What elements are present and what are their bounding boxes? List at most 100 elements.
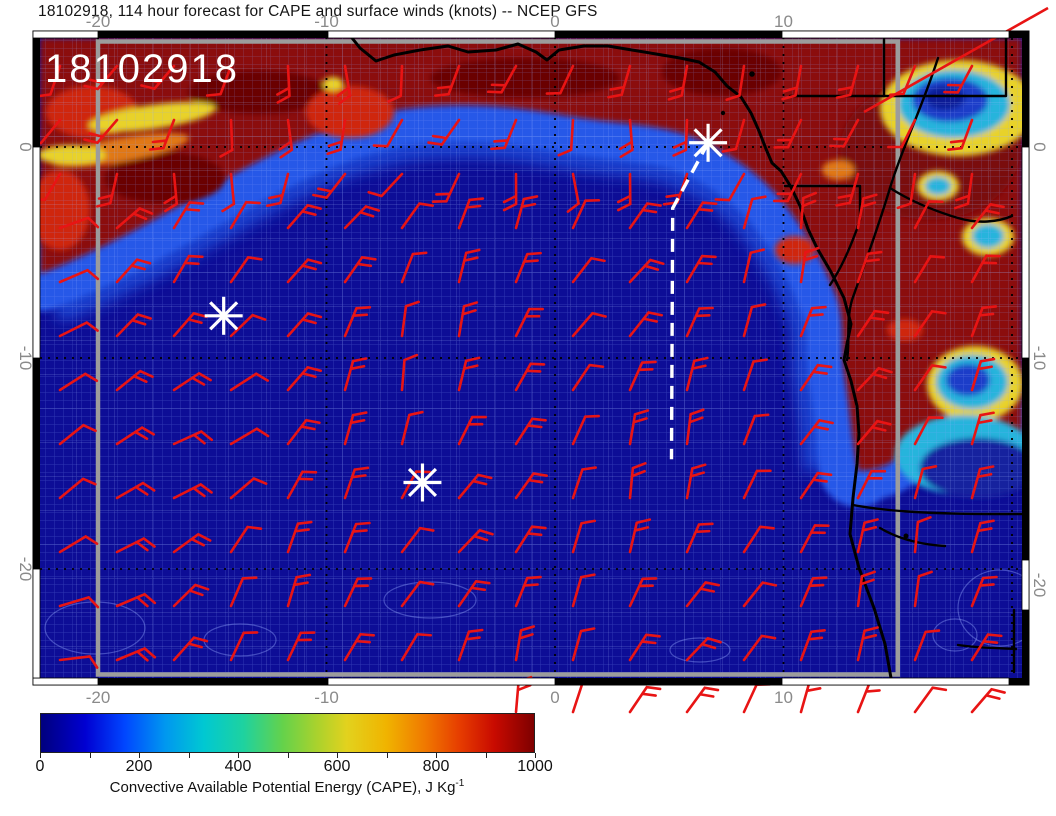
colorbar-caption-text: Convective Available Potential Energy (C… — [109, 779, 456, 796]
wind-barb — [58, 268, 100, 284]
axis-tick-label: 0 — [16, 142, 35, 152]
wind-barb — [514, 575, 542, 608]
colorbar-tick-label: 800 — [422, 758, 450, 775]
wind-barb — [913, 255, 946, 284]
wind-barb — [229, 256, 263, 284]
colorbar-tick-label: 200 — [125, 758, 153, 775]
wind-barb — [571, 311, 607, 338]
wind-barb — [856, 570, 876, 608]
wind-barb — [229, 525, 263, 554]
colorbar-minor-tick — [386, 753, 388, 758]
wind-barb — [943, 64, 974, 94]
wind-barb — [913, 570, 933, 608]
wind-barb — [835, 172, 860, 207]
wind-barb — [628, 685, 662, 714]
wind-barb — [896, 172, 917, 210]
wind-barb — [58, 596, 100, 609]
wind-barb — [685, 636, 722, 662]
axis-tick-label: -20 — [85, 12, 111, 31]
wind-barb — [343, 306, 372, 338]
wind-barb — [457, 248, 481, 284]
wind-barb — [265, 172, 290, 208]
wind-barb — [115, 537, 156, 554]
wind-barb — [427, 118, 461, 146]
wind-barb — [372, 118, 404, 148]
wind-barb — [514, 362, 546, 392]
wind-barb — [667, 64, 689, 101]
colorbar-gradient — [40, 713, 535, 753]
wind-barb — [685, 581, 721, 608]
axis-tick-label: 0 — [1030, 142, 1049, 152]
axis-tick-label: -20 — [1030, 572, 1049, 598]
wind-barb — [685, 686, 720, 714]
wind-barb — [172, 254, 204, 284]
wind-barb — [286, 366, 323, 392]
wind-barb — [172, 312, 208, 338]
wind-barb — [229, 477, 268, 500]
wind-barb — [571, 519, 597, 554]
wind-barb — [887, 118, 917, 149]
axis-tick-label: -10 — [1030, 345, 1049, 371]
wind-barb — [799, 471, 833, 500]
wind-barb — [387, 64, 404, 103]
wind-barb — [457, 415, 488, 446]
wind-barb — [457, 301, 479, 338]
wind-barb — [400, 580, 435, 608]
wind-barb — [628, 462, 647, 500]
wind-barb — [514, 625, 536, 662]
wind-barb — [628, 258, 665, 284]
wind-barbs — [40, 64, 1005, 669]
wind-barb — [742, 303, 767, 338]
wind-barb — [913, 200, 944, 230]
wind-barb — [685, 306, 714, 338]
wind-barb — [714, 172, 746, 202]
wind-barb — [400, 410, 424, 446]
wind-barb — [457, 356, 481, 392]
wind-barb — [343, 577, 373, 608]
wind-barb — [742, 634, 777, 662]
wind-barb — [229, 200, 261, 230]
colorbar-minor-tick — [40, 753, 41, 758]
wind-barb — [913, 364, 947, 392]
wind-barb — [276, 64, 291, 104]
wind-barb — [829, 118, 860, 148]
wind-barb — [970, 411, 995, 446]
wind-barb — [799, 419, 834, 446]
colorbar-caption-exponent: -1 — [455, 778, 465, 789]
wind-barb — [628, 409, 650, 446]
wind-barb — [434, 64, 461, 97]
wind-barb — [115, 592, 157, 608]
wind-barb — [400, 202, 434, 230]
wind-barb — [571, 466, 597, 500]
wind-barb — [172, 483, 213, 500]
wind-barb — [856, 193, 878, 230]
wind-barb — [172, 533, 212, 554]
wind-barb — [343, 521, 371, 554]
wind-barb — [40, 172, 62, 202]
wind-barb — [83, 118, 119, 145]
wind-barb — [970, 519, 995, 554]
wind-barb — [58, 477, 97, 500]
wind-barb — [773, 118, 803, 149]
wind-barb — [514, 417, 547, 446]
wind-barb — [672, 118, 689, 157]
wind-barb — [685, 408, 705, 446]
wind-barb — [115, 258, 152, 284]
wind-barb — [457, 580, 491, 608]
wind-barb — [913, 465, 938, 500]
wind-barb — [400, 300, 420, 338]
wind-barb — [725, 64, 746, 102]
wind-barb — [571, 627, 596, 662]
axis-tick-label: 10 — [774, 12, 793, 31]
wind-barb — [221, 172, 236, 213]
axis-tick-label: -10 — [314, 12, 339, 31]
wind-barb — [343, 632, 376, 662]
wind-barb — [685, 356, 709, 392]
wind-barb — [742, 195, 767, 230]
storm-track — [669, 141, 710, 460]
wind-barb — [286, 573, 312, 608]
wind-barb — [229, 427, 270, 446]
wind-barb — [343, 205, 380, 230]
axis-tick-label: 0 — [550, 688, 560, 707]
